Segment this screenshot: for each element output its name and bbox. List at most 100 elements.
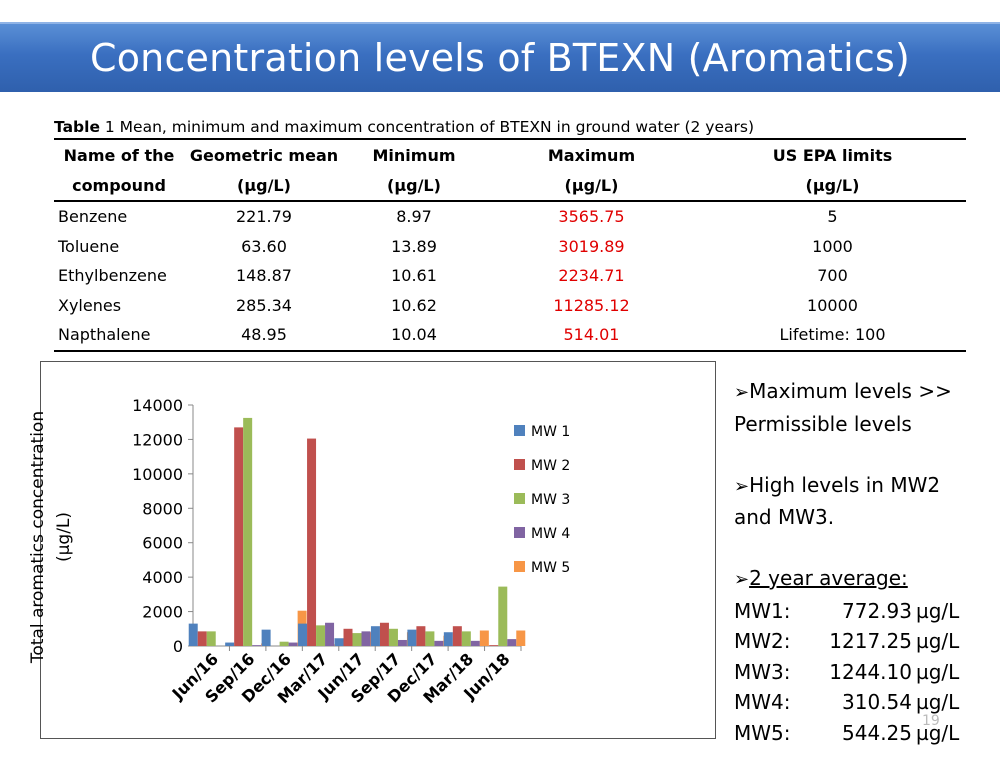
y-tick-label: 0 [173,637,183,656]
y-axis-title-line2: (µg/L) [54,511,74,563]
cell-epa: Lifetime: 100 [699,320,966,352]
bar-mw4-jun-18 [507,639,517,646]
header-epa-unit: (µg/L) [699,170,966,202]
header-max-unit: (µg/L) [484,170,699,202]
header-mean-unit: (µg/L) [184,170,344,202]
note-bullet-3: ➢2 year average: [734,563,974,596]
bar-mw4-sep-16 [252,645,262,646]
bar-mw1-dec-16 [261,629,271,646]
average-value: 1244.10 [829,659,912,684]
caption-label: Table [54,118,100,136]
bar-mw2-sep-17 [379,622,389,646]
cell-mean: 148.87 [236,266,292,286]
average-unit: µg/L [916,598,960,623]
y-tick-label: 12000 [132,430,183,449]
cell-mean: 221.79 [236,207,292,227]
btexn-table-section: Table 1 Mean, minimum and maximum concen… [54,116,966,352]
cell-epa: 5 [827,207,838,227]
header-name: Name of the [54,138,184,170]
bar-mw2-jun-16 [197,631,207,646]
note-bullet-2: ➢High levels in MW2 [734,470,974,503]
cell-max: 514.01 [484,320,699,352]
btexn-table: Name of the Geometric mean Minimum Maxim… [54,138,966,352]
legend-swatch [514,493,525,504]
average-label: MW1: [734,598,791,623]
cell-max: 2234.71 [558,266,625,286]
average-row: MW1: 772.93 µg/L [734,596,974,627]
bar-mw4-mar-18 [470,640,480,646]
cell-epa: 1000 [812,236,853,256]
average-value: 310.54 [842,690,912,714]
bar-mw2-mar-18 [452,626,462,646]
cell-name: Toluene [58,236,120,256]
note-1-line2: Permissible levels [734,411,912,436]
bullet-arrow-icon: ➢ [734,382,750,403]
bar-mw2-sep-16 [234,427,244,646]
table-row: Ethylbenzene 148.87 10.61 2234.71 700 [54,261,966,291]
cell-name: Benzene [58,207,128,227]
cell-name: Napthalene [54,320,184,352]
average-row: MW2: 1217.25 µg/L [734,626,974,657]
bar-mw1-sep-17 [370,626,380,646]
note-bullet-1: ➢Maximum levels >> [734,376,974,409]
average-unit: µg/L [916,629,960,653]
average-unit: µg/L [916,720,960,745]
average-heading: 2 year average: [749,566,908,590]
cell-mean: 48.95 [184,320,344,352]
note-2-line1: High levels in MW2 [749,472,941,497]
bar-mw5-mar-18 [479,630,489,646]
average-row: MW4: 310.54 µg/L [734,687,974,718]
cell-min: 8.97 [396,207,432,227]
average-unit: µg/L [916,690,960,714]
average-label: MW3: [734,659,791,684]
bar-mw3-mar-17 [316,625,326,646]
bar-mw3-sep-16 [243,417,253,646]
bullet-arrow-icon: ➢ [734,475,750,497]
average-value: 772.93 [842,598,912,623]
average-row: MW5: 544.25 µg/L [734,718,974,749]
cell-mean: 63.60 [241,236,287,256]
caption-text: 1 Mean, minimum and maximum concentratio… [99,118,754,136]
title-bar: Concentration levels of BTEXN (Aromatics… [0,22,1000,92]
average-unit: µg/L [916,659,960,684]
bar-mw5-jun-18 [516,630,526,646]
bar-mw1-dec-17 [407,629,417,646]
table-row: Napthalene 48.95 10.04 514.01 Lifetime: 100 [54,320,966,352]
legend-swatch [514,527,525,538]
cell-epa: 10000 [807,295,858,315]
legend-swatch [514,561,525,572]
legend-label: MW 1 [531,424,570,440]
bullet-arrow-icon: ➢ [734,569,750,590]
y-tick-label: 14000 [132,396,183,415]
bar-mw1-jun-17 [334,638,344,646]
header-epa: US EPA limits [699,138,966,170]
cell-mean: 285.34 [236,295,292,315]
average-label: MW5: [734,720,791,745]
bar-mw4-dec-16 [288,642,298,646]
bar-mw3-mar-18 [461,631,471,646]
bar-mw4-sep-17 [397,639,407,646]
bar-mw1-mar-18 [443,632,453,646]
average-list: MW1: 772.93 µg/L MW2: 1217.25 µg/L MW3: 1244.10… [734,596,974,749]
average-label: MW2: [734,629,791,653]
bar-mw4-dec-17 [434,640,444,646]
cell-min: 10.04 [344,320,484,352]
cell-max: 3565.75 [558,207,625,227]
bar-mw2-jun-17 [343,628,353,646]
cell-max: 11285.12 [553,295,630,315]
header-min: Minimum [344,138,484,170]
bar-mw1-mar-17 [298,623,308,646]
cell-epa: 700 [817,266,848,286]
slide-title: Concentration levels of BTEXN (Aromatics… [89,36,910,80]
bar-mw3-jun-16 [206,631,216,646]
bar-chart-svg: 02000400060008000100001200014000Jun/16Se… [132,396,570,707]
bar-mw2-mar-17 [307,438,317,646]
bar-mw1-sep-16 [225,642,235,646]
legend-label: MW 2 [531,458,570,474]
bar-mw3-jun-18 [498,586,508,646]
notes-panel: ➢Maximum levels >> Permissible levels ➢H… [734,376,974,748]
bar-mw4-mar-17 [325,622,335,646]
y-tick-label: 4000 [142,568,183,587]
bar-mw1-jun-16 [188,623,198,646]
table-header-row: Name of the Geometric mean Minimum Maxim… [54,138,966,170]
